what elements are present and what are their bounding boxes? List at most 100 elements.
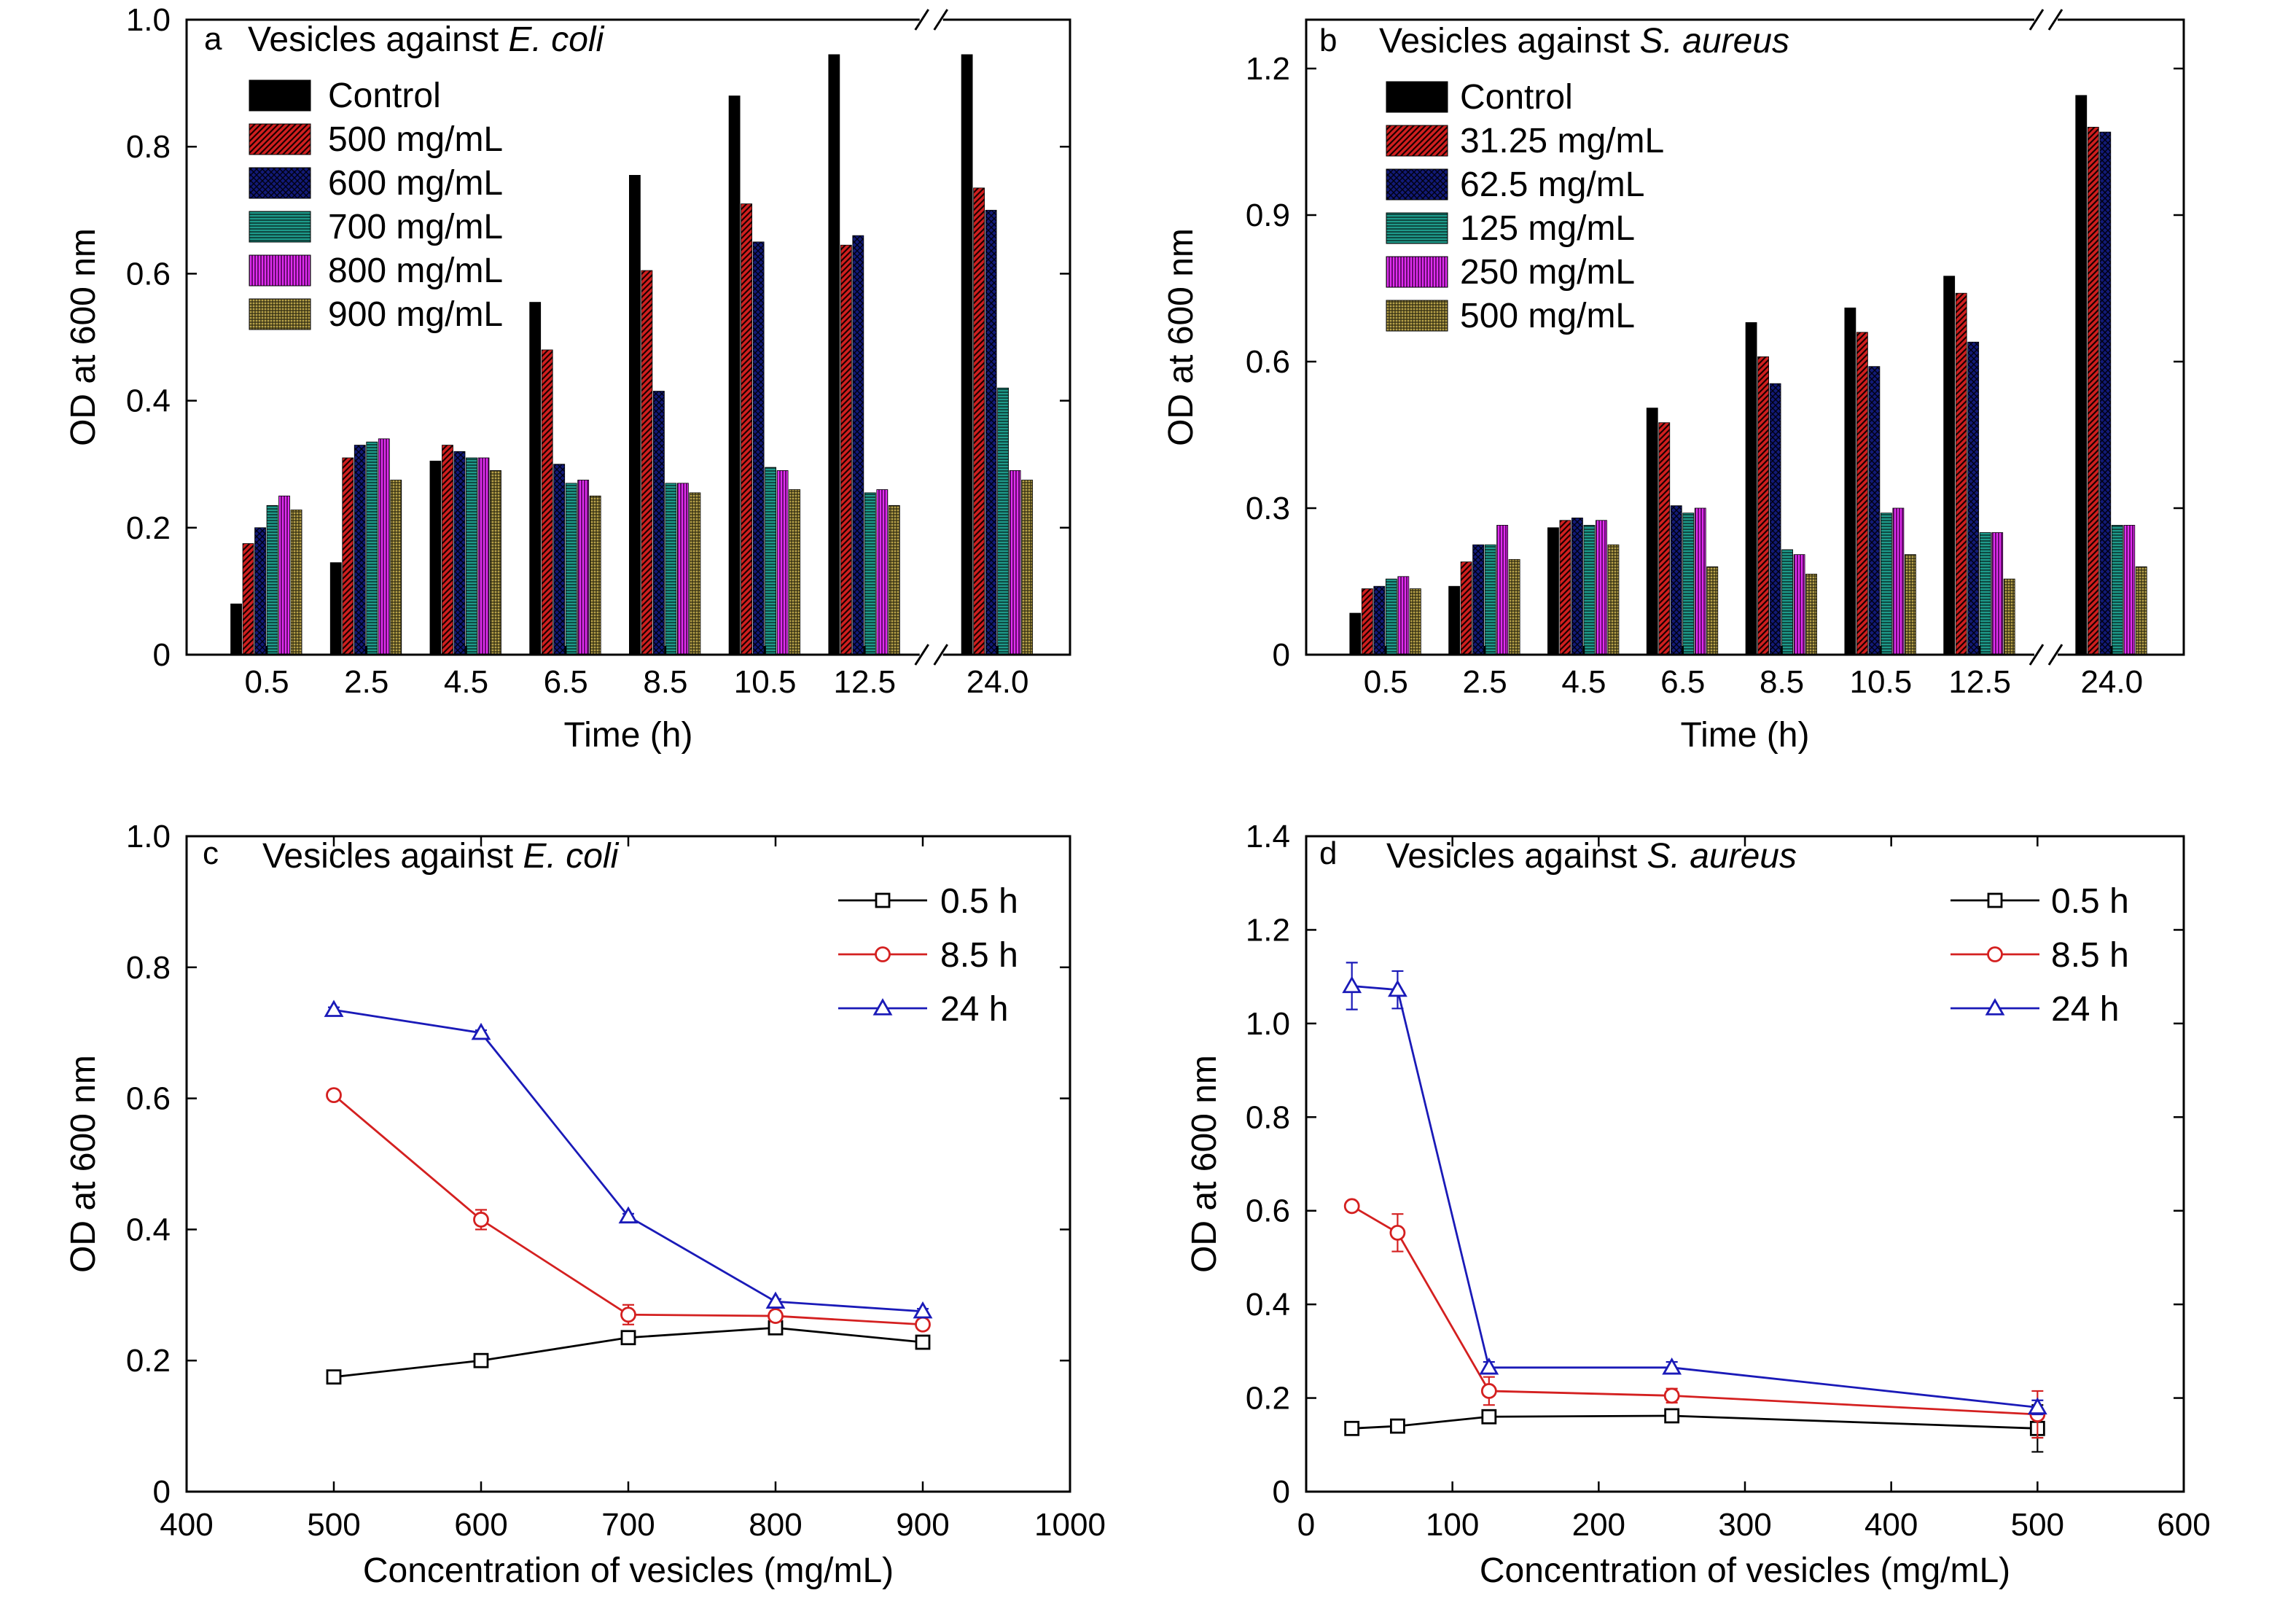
axis-break-gap [2034, 9, 2058, 30]
data-point [1662, 1357, 1682, 1375]
x-tick-label: 100 [1426, 1507, 1479, 1543]
title-prefix: Vesicles against [1379, 22, 1640, 61]
panel-letter: b [1319, 23, 1337, 58]
bar-2.5-4 [378, 438, 390, 655]
bar-0.5-1 [242, 543, 254, 655]
legend-marker-1 [1987, 946, 2003, 962]
x-tick-label: 6.5 [544, 664, 588, 700]
axis-break-gap [919, 9, 943, 30]
data-point [326, 1087, 342, 1104]
bar-8.5-1 [641, 270, 653, 655]
bar-10.5-5 [789, 489, 801, 655]
bar-10.5-5 [1904, 554, 1916, 655]
y-tick-label: 0.2 [126, 510, 171, 546]
axis-break-mark [914, 9, 929, 31]
data-point [915, 1334, 931, 1350]
bar-8.5-4 [1793, 554, 1805, 655]
bar-24.0-2 [985, 209, 997, 655]
bar-10.5-2 [752, 241, 765, 655]
axis-break-mark [933, 644, 948, 666]
bar-12.5-4 [1991, 532, 2004, 655]
bar-4.5-3 [466, 457, 477, 655]
bar-0.5-2 [254, 527, 266, 655]
x-tick-label: 600 [454, 1507, 507, 1543]
x-tick-label: 700 [601, 1507, 655, 1543]
data-point [1388, 979, 1407, 997]
bar-6.5-4 [1694, 507, 1706, 655]
bar-24.0-0 [2075, 95, 2088, 655]
bar-24.0-2 [2099, 131, 2112, 655]
legend-swatch-5 [1386, 300, 1448, 332]
data-point [1481, 1409, 1497, 1425]
panel-title: Vesicles against E. coli [262, 837, 620, 876]
bar-10.5-0 [728, 96, 741, 655]
y-tick-label: 1.0 [1246, 1006, 1290, 1042]
x-tick-label: 24.0 [2080, 664, 2143, 700]
bar-8.5-3 [1781, 549, 1793, 655]
data-point [473, 1352, 489, 1368]
bar-2.5-5 [390, 480, 402, 655]
legend-label: 900 mg/mL [328, 295, 503, 334]
legend-label: 250 mg/mL [1460, 253, 1635, 292]
legend-label: 24 h [2051, 990, 2119, 1029]
data-point [1389, 1224, 1406, 1241]
bar-2.5-3 [366, 441, 378, 655]
x-tick-label: 200 [1572, 1507, 1625, 1543]
plot-frame [1305, 18, 2185, 656]
x-tick-label: 6.5 [1660, 664, 1705, 700]
legend-label: 31.25 mg/mL [1460, 122, 1664, 160]
bar-8.5-0 [629, 174, 641, 655]
bar-10.5-1 [1856, 332, 1868, 655]
bar-4.5-4 [477, 457, 490, 655]
bar-12.5-2 [852, 235, 864, 655]
y-tick-label: 1.4 [1246, 819, 1290, 854]
bar-6.5-2 [1670, 505, 1682, 655]
axis-break-mark [2047, 9, 2063, 31]
axis-break-gap [2034, 644, 2058, 665]
legend-swatch-2 [1386, 168, 1448, 200]
bar-0.5-5 [1409, 588, 1421, 655]
series-1 [326, 1087, 931, 1333]
series-line [1351, 1414, 2038, 1430]
x-tick-label: 0.5 [244, 664, 289, 700]
data-point [1663, 1387, 1680, 1404]
legend-marker-0 [1987, 892, 2003, 908]
y-tick-label: 0 [153, 637, 171, 673]
legend-label: 0.5 h [940, 882, 1018, 921]
bar-6.5-1 [1658, 422, 1671, 655]
data-point [324, 1000, 344, 1017]
bar-6.5-5 [1706, 566, 1719, 655]
bar-24.0-5 [1021, 480, 1034, 655]
y-tick-label: 0.8 [126, 950, 171, 986]
x-axis-label: Concentration of vesicles (mg/mL) [363, 1551, 894, 1590]
y-tick-label: 1.2 [1246, 912, 1290, 948]
x-tick-label: 0 [1297, 1507, 1315, 1543]
x-tick-label: 24.0 [967, 664, 1029, 700]
bar-4.5-4 [1596, 520, 1607, 655]
bar-4.5-0 [1547, 527, 1559, 655]
bar-10.5-2 [1868, 366, 1881, 655]
legend-label: 800 mg/mL [328, 252, 503, 290]
data-point [1479, 1357, 1499, 1375]
legend-swatch-3 [1386, 212, 1448, 244]
bar-2.5-3 [1484, 544, 1496, 655]
legend-swatch-3 [249, 211, 311, 243]
bar-2.5-1 [342, 457, 354, 655]
data-point [618, 1206, 639, 1224]
data-point [1480, 1383, 1497, 1399]
axis-break-mark [914, 644, 929, 666]
y-tick-label: 0.2 [1246, 1381, 1290, 1417]
data-point [1342, 975, 1362, 994]
series-line [1351, 1205, 2038, 1416]
panel-letter: d [1319, 835, 1337, 871]
y-axis-label: OD at 600 nm [64, 228, 103, 446]
x-tick-label: 800 [749, 1507, 802, 1543]
panel-title: Vesicles against S. aureus [1379, 22, 1789, 61]
series-1 [1343, 1198, 2046, 1439]
bar-0.5-0 [1349, 612, 1362, 655]
data-point [2027, 1397, 2047, 1415]
bar-24.0-0 [961, 54, 973, 655]
bar-8.5-1 [1757, 356, 1769, 655]
bar-8.5-5 [1805, 574, 1817, 655]
y-tick-label: 0.3 [1246, 491, 1290, 526]
